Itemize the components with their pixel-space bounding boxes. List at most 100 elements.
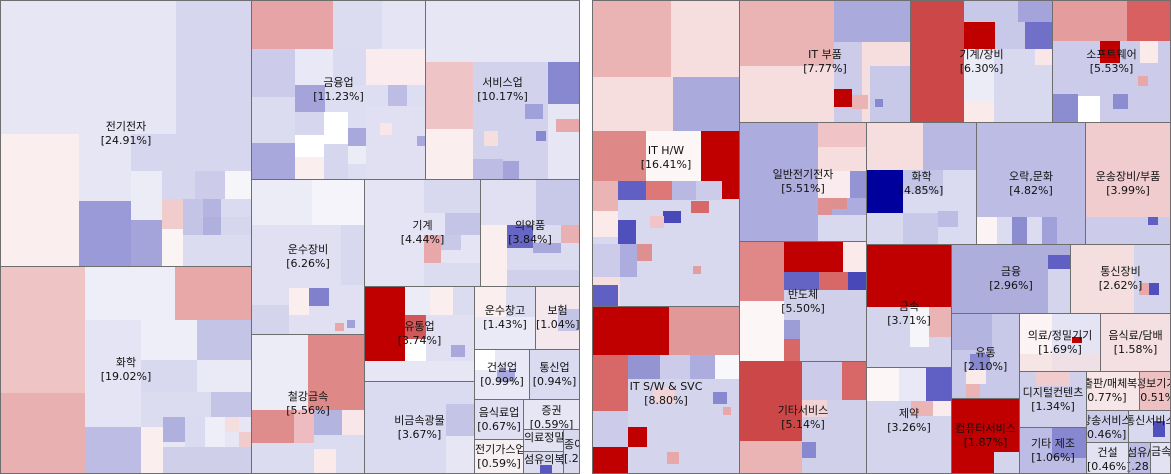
sector-other-services[interactable]: 기타서비스 [5.14%] [739,361,867,474]
tile [966,384,980,398]
tile [818,171,850,198]
sector-broadcast-services[interactable]: 방송서비스[0.46%] [1086,410,1129,443]
sector-label: 방송서비스[0.46%] [1086,414,1129,441]
tile [593,1,671,77]
tile [558,309,579,331]
sector-semiconductor[interactable]: 반도체 [5.50%] [739,241,867,362]
tile [211,392,251,417]
tile [653,387,675,403]
tile [933,401,951,416]
tile [85,320,141,427]
sector-건설업[interactable]: 건설업 [0.99%] [474,349,530,400]
sector-의료정밀[interactable]: 의료정밀 [523,429,564,452]
sector-software[interactable]: 소프트웨어 [5.53%] [1052,0,1171,123]
tile [85,427,141,473]
sector-서비스업[interactable]: 서비스업 [10.17%] [425,0,580,180]
tile [952,314,992,350]
tile [131,134,176,171]
sector-chemical[interactable]: 화학 [4.85%] [866,122,977,245]
sector-증권[interactable]: 증권 [0.59%] [523,399,580,430]
sector-other-manufacturing[interactable]: 기타 제조 [1.06%] [1019,427,1087,474]
sector-섬유의복[interactable]: 섬유의복 [523,451,564,474]
tile [426,129,473,179]
tile [481,180,536,225]
tile [203,217,221,235]
tile [295,85,325,112]
tile [1,267,85,393]
tile [593,244,620,277]
tile [593,181,618,211]
sector-의약품[interactable]: 의약품 [3.84%] [480,179,580,287]
sector-textile-apparel[interactable]: 섬유/의복[.28 [1128,442,1151,474]
tile [197,360,251,392]
tile [225,171,251,199]
sector-유통업[interactable]: 유통업 [3.74%] [364,286,475,382]
tile [162,171,195,199]
tile [131,220,162,266]
tile [366,49,425,85]
sector-info-devices[interactable]: 정보기기[0.51%] [1139,371,1171,411]
sector-it-sw-svc[interactable]: IT S/W & SVC [8.80%] [592,306,740,474]
sector-food-tobacco[interactable]: 음식료/담배 [1.58%] [1100,313,1171,372]
tile [366,106,425,179]
tile [342,410,364,435]
sector-철강금속[interactable]: 철강금속 [5.56%] [251,334,365,474]
sector-it-parts[interactable]: IT 부품 [7.77%] [739,0,911,123]
tile [593,77,673,131]
sector-finance[interactable]: 금융 [2.96%] [951,244,1071,314]
sector-entertainment-culture[interactable]: 오락,문화 [4.82%] [976,122,1086,245]
tile [341,225,364,285]
sector-비금속광물[interactable]: 비금속광물 [3.67%] [364,381,475,474]
sector-construction[interactable]: 건설 [0.46%] [1086,442,1129,474]
sector-telecom-services[interactable]: 통신서비스 [1128,410,1171,443]
sector-운수장비[interactable]: 운수장비 [6.26%] [251,179,365,335]
sector-distribution[interactable]: 유통 [2.10%] [951,313,1020,399]
right-treemap: IT H/W [16.41%] IT S/W & SVC [8.80%] IT 부품… [592,0,1171,474]
sector-publishing-media[interactable]: 출판/매체복제[0.77%] [1086,371,1140,411]
sector-전기가스업[interactable]: 전기가스업 [0.59%] [474,439,524,474]
sector-pharma[interactable]: 제약 [3.26%] [866,367,952,474]
tile [314,410,342,435]
tile [802,442,816,458]
tile [314,449,336,473]
tile [239,432,251,447]
sector-전기전자[interactable]: 전기전자 [24.91%] [0,0,252,267]
tile [424,263,480,286]
sector-음식료업[interactable]: 음식료업 [0.67%] [474,399,524,440]
sector-machinery-equipment[interactable]: 기계/장비 [6.30%] [910,0,1053,123]
sector-it-hw[interactable]: IT H/W [16.41%] [592,0,740,307]
sector-metal-small[interactable]: 금속 [1150,442,1171,474]
sector-기계[interactable]: 기계 [4.44%] [364,179,481,287]
sector-computer-services[interactable]: 컴퓨터서비스 [1.87%] [951,398,1020,474]
tile [970,354,990,370]
tile [475,350,495,370]
sector-보험[interactable]: 보험 [1.04%] [535,286,580,350]
tile [740,1,834,66]
sector-general-electronics[interactable]: 일반전기전자 [5.51%] [739,122,867,242]
sector-통신업[interactable]: 통신업 [0.94%] [529,349,580,400]
sector-metal[interactable]: 금속 [3.71%] [866,244,952,368]
tile [405,339,426,361]
tile [848,272,866,290]
sector-label: 오락,문화 [4.82%] [1009,169,1053,197]
sector-화학[interactable]: 화학 [19.02%] [0,266,252,474]
tile [445,213,480,235]
tile [818,123,866,147]
sector-운수창고[interactable]: 운수창고 [1.43%] [474,286,536,350]
sector-종이목재[interactable]: 종이목[.27 [563,429,580,474]
sector-digital-contents[interactable]: 디지털컨텐츠 [1.34%] [1019,371,1087,428]
sector-telecom-equipment[interactable]: 통신장비 [2.62%] [1070,244,1171,314]
sector-금융업[interactable]: 금융업 [11.23%] [251,0,426,180]
tile [875,99,883,107]
tile [910,307,929,347]
sector-medical-precision[interactable]: 의료/정밀기기 [1.69%] [1019,313,1101,372]
tile [691,201,709,213]
tile [834,42,862,122]
tile [637,244,652,261]
tile [453,287,474,315]
tile [365,287,405,361]
tile [911,1,964,122]
sector-transport-equipment-parts[interactable]: 운송장비/부품 [3.99%] [1085,122,1171,245]
left-treemap: 전기전자 [24.91%] 화학 [19.02%] [0,0,580,474]
tile [195,171,225,199]
